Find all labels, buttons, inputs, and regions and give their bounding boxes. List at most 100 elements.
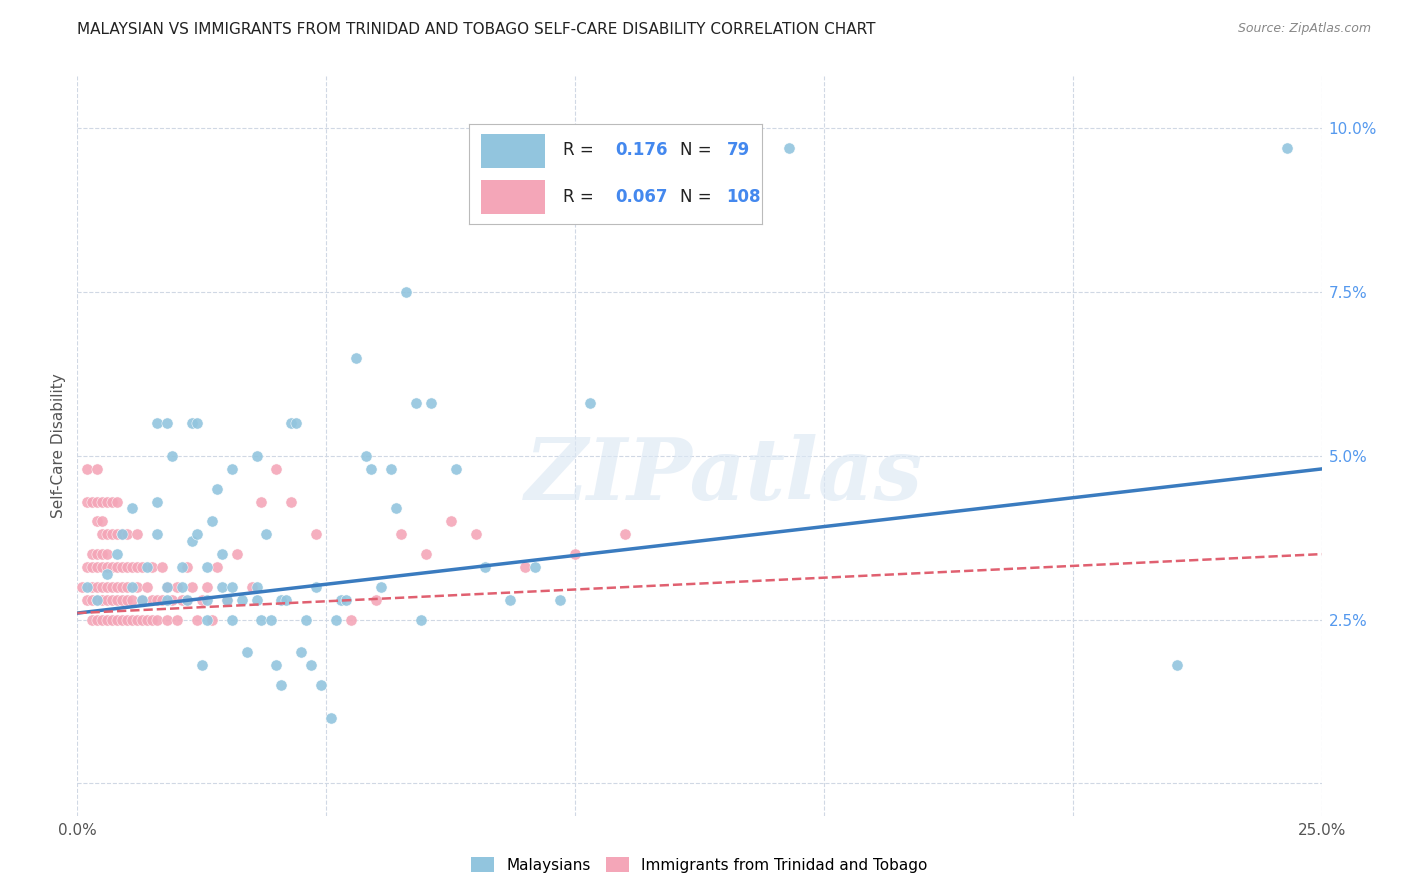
Point: [156, 593, 179, 607]
Point: [276, 593, 298, 607]
Point: [96, 613, 118, 627]
Point: [111, 593, 134, 607]
Point: [266, 658, 288, 673]
Point: [191, 658, 214, 673]
Point: [548, 593, 571, 607]
Point: [170, 580, 193, 594]
Point: [96, 593, 118, 607]
Point: [156, 416, 179, 430]
Point: [370, 580, 392, 594]
Bar: [481, 180, 546, 214]
Point: [201, 613, 224, 627]
Point: [325, 613, 347, 627]
Point: [101, 494, 124, 508]
Point: [240, 580, 263, 594]
Point: [115, 593, 138, 607]
Point: [464, 527, 486, 541]
Point: [266, 462, 288, 476]
Point: [415, 547, 437, 561]
Point: [515, 560, 537, 574]
Point: [474, 560, 496, 574]
Bar: [481, 134, 546, 168]
Point: [290, 645, 312, 659]
Point: [121, 580, 143, 594]
Point: [115, 560, 138, 574]
Point: [170, 593, 193, 607]
Point: [76, 494, 98, 508]
Point: [180, 416, 202, 430]
Point: [250, 494, 273, 508]
Point: [131, 613, 153, 627]
Point: [201, 514, 224, 528]
Legend: Malaysians, Immigrants from Trinidad and Tobago: Malaysians, Immigrants from Trinidad and…: [465, 851, 934, 879]
Point: [160, 593, 183, 607]
Point: [86, 560, 108, 574]
Point: [321, 711, 343, 725]
Point: [280, 416, 302, 430]
Text: N =: N =: [681, 188, 711, 206]
Point: [211, 580, 233, 594]
Point: [115, 580, 138, 594]
Point: [136, 613, 159, 627]
Point: [125, 527, 148, 541]
Point: [105, 547, 128, 561]
Point: [82, 613, 104, 627]
Point: [105, 494, 128, 508]
Point: [121, 501, 143, 516]
Point: [91, 560, 114, 574]
Point: [409, 613, 432, 627]
Point: [221, 613, 243, 627]
Point: [195, 560, 218, 574]
Point: [205, 482, 228, 496]
Point: [115, 527, 138, 541]
Point: [125, 613, 148, 627]
Point: [91, 580, 114, 594]
Text: R =: R =: [562, 188, 593, 206]
Point: [231, 593, 253, 607]
Point: [76, 462, 98, 476]
Point: [235, 645, 257, 659]
Point: [613, 527, 636, 541]
Point: [76, 593, 98, 607]
Point: [131, 593, 153, 607]
Point: [105, 580, 128, 594]
Point: [131, 593, 153, 607]
Point: [225, 547, 247, 561]
Point: [205, 560, 228, 574]
Point: [150, 560, 173, 574]
Point: [564, 547, 586, 561]
Point: [121, 593, 143, 607]
Point: [211, 547, 233, 561]
Point: [180, 534, 202, 549]
Point: [245, 449, 267, 463]
Point: [96, 527, 118, 541]
Point: [96, 566, 118, 581]
Point: [86, 613, 108, 627]
Point: [82, 494, 104, 508]
Point: [340, 613, 363, 627]
Point: [101, 580, 124, 594]
Point: [260, 613, 283, 627]
Point: [96, 580, 118, 594]
Point: [309, 678, 332, 692]
Point: [91, 613, 114, 627]
Point: [305, 580, 328, 594]
Point: [115, 613, 138, 627]
Point: [1166, 658, 1188, 673]
Point: [215, 593, 238, 607]
Point: [245, 593, 267, 607]
Point: [96, 547, 118, 561]
Point: [344, 351, 367, 365]
Point: [195, 613, 218, 627]
Point: [105, 613, 128, 627]
Point: [186, 416, 208, 430]
Text: MALAYSIAN VS IMMIGRANTS FROM TRINIDAD AND TOBAGO SELF-CARE DISABILITY CORRELATIO: MALAYSIAN VS IMMIGRANTS FROM TRINIDAD AN…: [77, 22, 876, 37]
Point: [125, 560, 148, 574]
Point: [176, 560, 198, 574]
Point: [195, 580, 218, 594]
Point: [86, 462, 108, 476]
Point: [385, 501, 408, 516]
Point: [191, 593, 214, 607]
Point: [215, 593, 238, 607]
Point: [156, 580, 179, 594]
